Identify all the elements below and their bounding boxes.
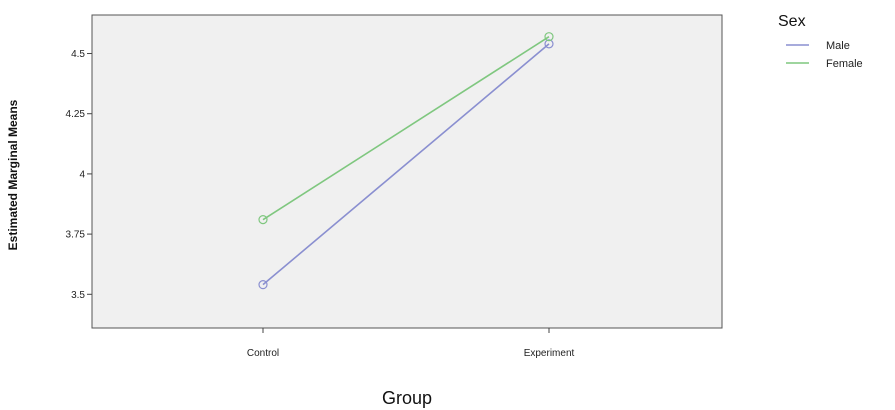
data-point-male [544, 39, 554, 49]
legend-items: Male Female [786, 40, 863, 70]
legend-label-female: Female [826, 58, 863, 70]
x-axis: Control Experiment [247, 328, 575, 359]
y-tick-label: 4.5 [71, 49, 85, 60]
y-tick-label: 3.5 [71, 290, 85, 301]
data-point-female [258, 215, 268, 225]
plot-area [91, 14, 723, 329]
legend-label-male: Male [826, 40, 850, 52]
series-layer [258, 32, 554, 290]
series-line-male [262, 43, 550, 286]
y-tick-label: 4.25 [66, 109, 86, 120]
x-tick-label: Experiment [524, 348, 575, 359]
x-tick-label: Control [247, 348, 279, 359]
data-point-male [258, 280, 268, 290]
y-axis: 3.5 3.75 4 4.25 4.5 [66, 49, 92, 301]
x-axis-title: Group [382, 388, 432, 408]
legend-title: Sex [778, 13, 806, 30]
y-tick-label: 3.75 [66, 230, 86, 241]
legend: Sex Male Female [778, 13, 863, 70]
data-point-female [544, 32, 554, 42]
series-line-female [262, 35, 550, 221]
y-tick-label: 4 [79, 169, 85, 180]
y-axis-title: Estimated Marginal Means [6, 99, 20, 250]
